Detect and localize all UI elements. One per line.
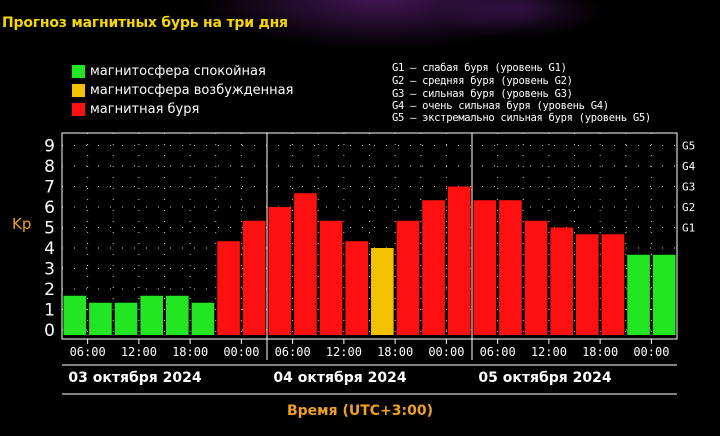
y-tick-label: 5 xyxy=(44,219,55,239)
bar-kp-20 xyxy=(576,234,599,335)
x-tick-label: 00:00 xyxy=(428,345,464,359)
legend-label-excited: магнитосфера возбужденная xyxy=(90,82,294,98)
g-legend-g1: G1 – слабая буря (уровень G1) xyxy=(392,62,567,74)
legend-label-storm: магнитная буря xyxy=(90,101,200,117)
y-tick-label: 9 xyxy=(44,137,55,157)
bar-kp-8 xyxy=(268,207,292,335)
g-tick-label: G4 xyxy=(682,160,696,173)
bar-kp-3 xyxy=(140,295,163,335)
x-tick-label: 06:00 xyxy=(480,345,516,359)
y-tick-label: 8 xyxy=(44,157,55,177)
g-legend-g5: G5 – экстремально сильная буря (уровень … xyxy=(392,112,651,124)
bar-kp-0 xyxy=(63,295,87,335)
bar-kp-12 xyxy=(371,248,394,335)
bar-kp-11 xyxy=(345,241,368,335)
y-tick-label: 2 xyxy=(44,280,55,300)
g-tick-label: G2 xyxy=(682,201,695,214)
y-tick-label: 1 xyxy=(44,301,55,321)
y-tick-label: 0 xyxy=(44,321,55,341)
legend-swatch-yellow xyxy=(72,83,85,97)
y-axis-label: Kp xyxy=(12,215,32,233)
bar-kp-18 xyxy=(524,220,548,335)
x-tick-label: 00:00 xyxy=(223,345,259,359)
bar-kp-4 xyxy=(166,295,189,335)
y-tick-label: 7 xyxy=(44,178,55,198)
bar-kp-19 xyxy=(550,227,573,335)
x-axis-label: Время (UTC+3:00) xyxy=(286,403,434,419)
x-tick-label: 18:00 xyxy=(377,345,413,359)
date-label-day2: 04 октября 2024 xyxy=(273,370,407,386)
date-label-day3: 05 октября 2024 xyxy=(478,370,612,386)
bar-kp-15 xyxy=(447,186,471,335)
g-legend-g3: G3 – сильная буря (уровень G3) xyxy=(392,88,573,100)
x-tick-label: 12:00 xyxy=(121,345,157,359)
bar-kp-1 xyxy=(89,302,112,335)
bar-kp-6 xyxy=(217,241,240,335)
g-tick-label: G5 xyxy=(682,140,695,153)
bar-kp-21 xyxy=(601,234,625,335)
y-tick-label: 4 xyxy=(44,239,55,259)
bar-kp-17 xyxy=(499,200,522,335)
legend-item-calm: магнитосфера спокойная xyxy=(72,63,266,79)
bar-kp-5 xyxy=(191,302,215,335)
bar-kp-9 xyxy=(294,193,317,335)
bar-kp-14 xyxy=(422,200,445,335)
bar-kp-7 xyxy=(242,220,266,335)
x-tick-label: 00:00 xyxy=(633,345,669,359)
g-legend-g2: G2 – средняя буря (уровень G2) xyxy=(392,75,573,87)
date-label-day1: 03 октября 2024 xyxy=(68,370,202,386)
g-legend-g4: G4 – очень сильная буря (уровень G4) xyxy=(392,100,609,112)
legend-item-storm: магнитная буря xyxy=(72,101,199,117)
bar-kp-22 xyxy=(627,254,650,335)
legend-swatch-red xyxy=(72,102,85,116)
bar-kp-10 xyxy=(319,220,343,335)
legend-label-calm: магнитосфера спокойная xyxy=(90,63,266,79)
y-tick-label: 3 xyxy=(44,260,55,280)
x-tick-label: 06:00 xyxy=(70,345,106,359)
legend-item-excited: магнитосфера возбужденная xyxy=(72,82,293,98)
x-tick-label: 06:00 xyxy=(275,345,311,359)
bar-kp-23 xyxy=(652,254,676,335)
x-tick-label: 12:00 xyxy=(531,345,567,359)
bar-kp-2 xyxy=(114,302,138,335)
g-tick-label: G1 xyxy=(682,222,695,235)
page-title: Прогноз магнитных бурь на три дня xyxy=(2,15,288,31)
legend-swatch-green xyxy=(72,64,85,78)
g-tick-label: G3 xyxy=(682,181,695,194)
bar-kp-13 xyxy=(396,220,420,335)
y-tick-label: 6 xyxy=(44,198,55,218)
x-tick-label: 18:00 xyxy=(172,345,208,359)
bar-kp-16 xyxy=(473,200,497,335)
x-tick-label: 12:00 xyxy=(326,345,362,359)
x-tick-label: 18:00 xyxy=(582,345,618,359)
